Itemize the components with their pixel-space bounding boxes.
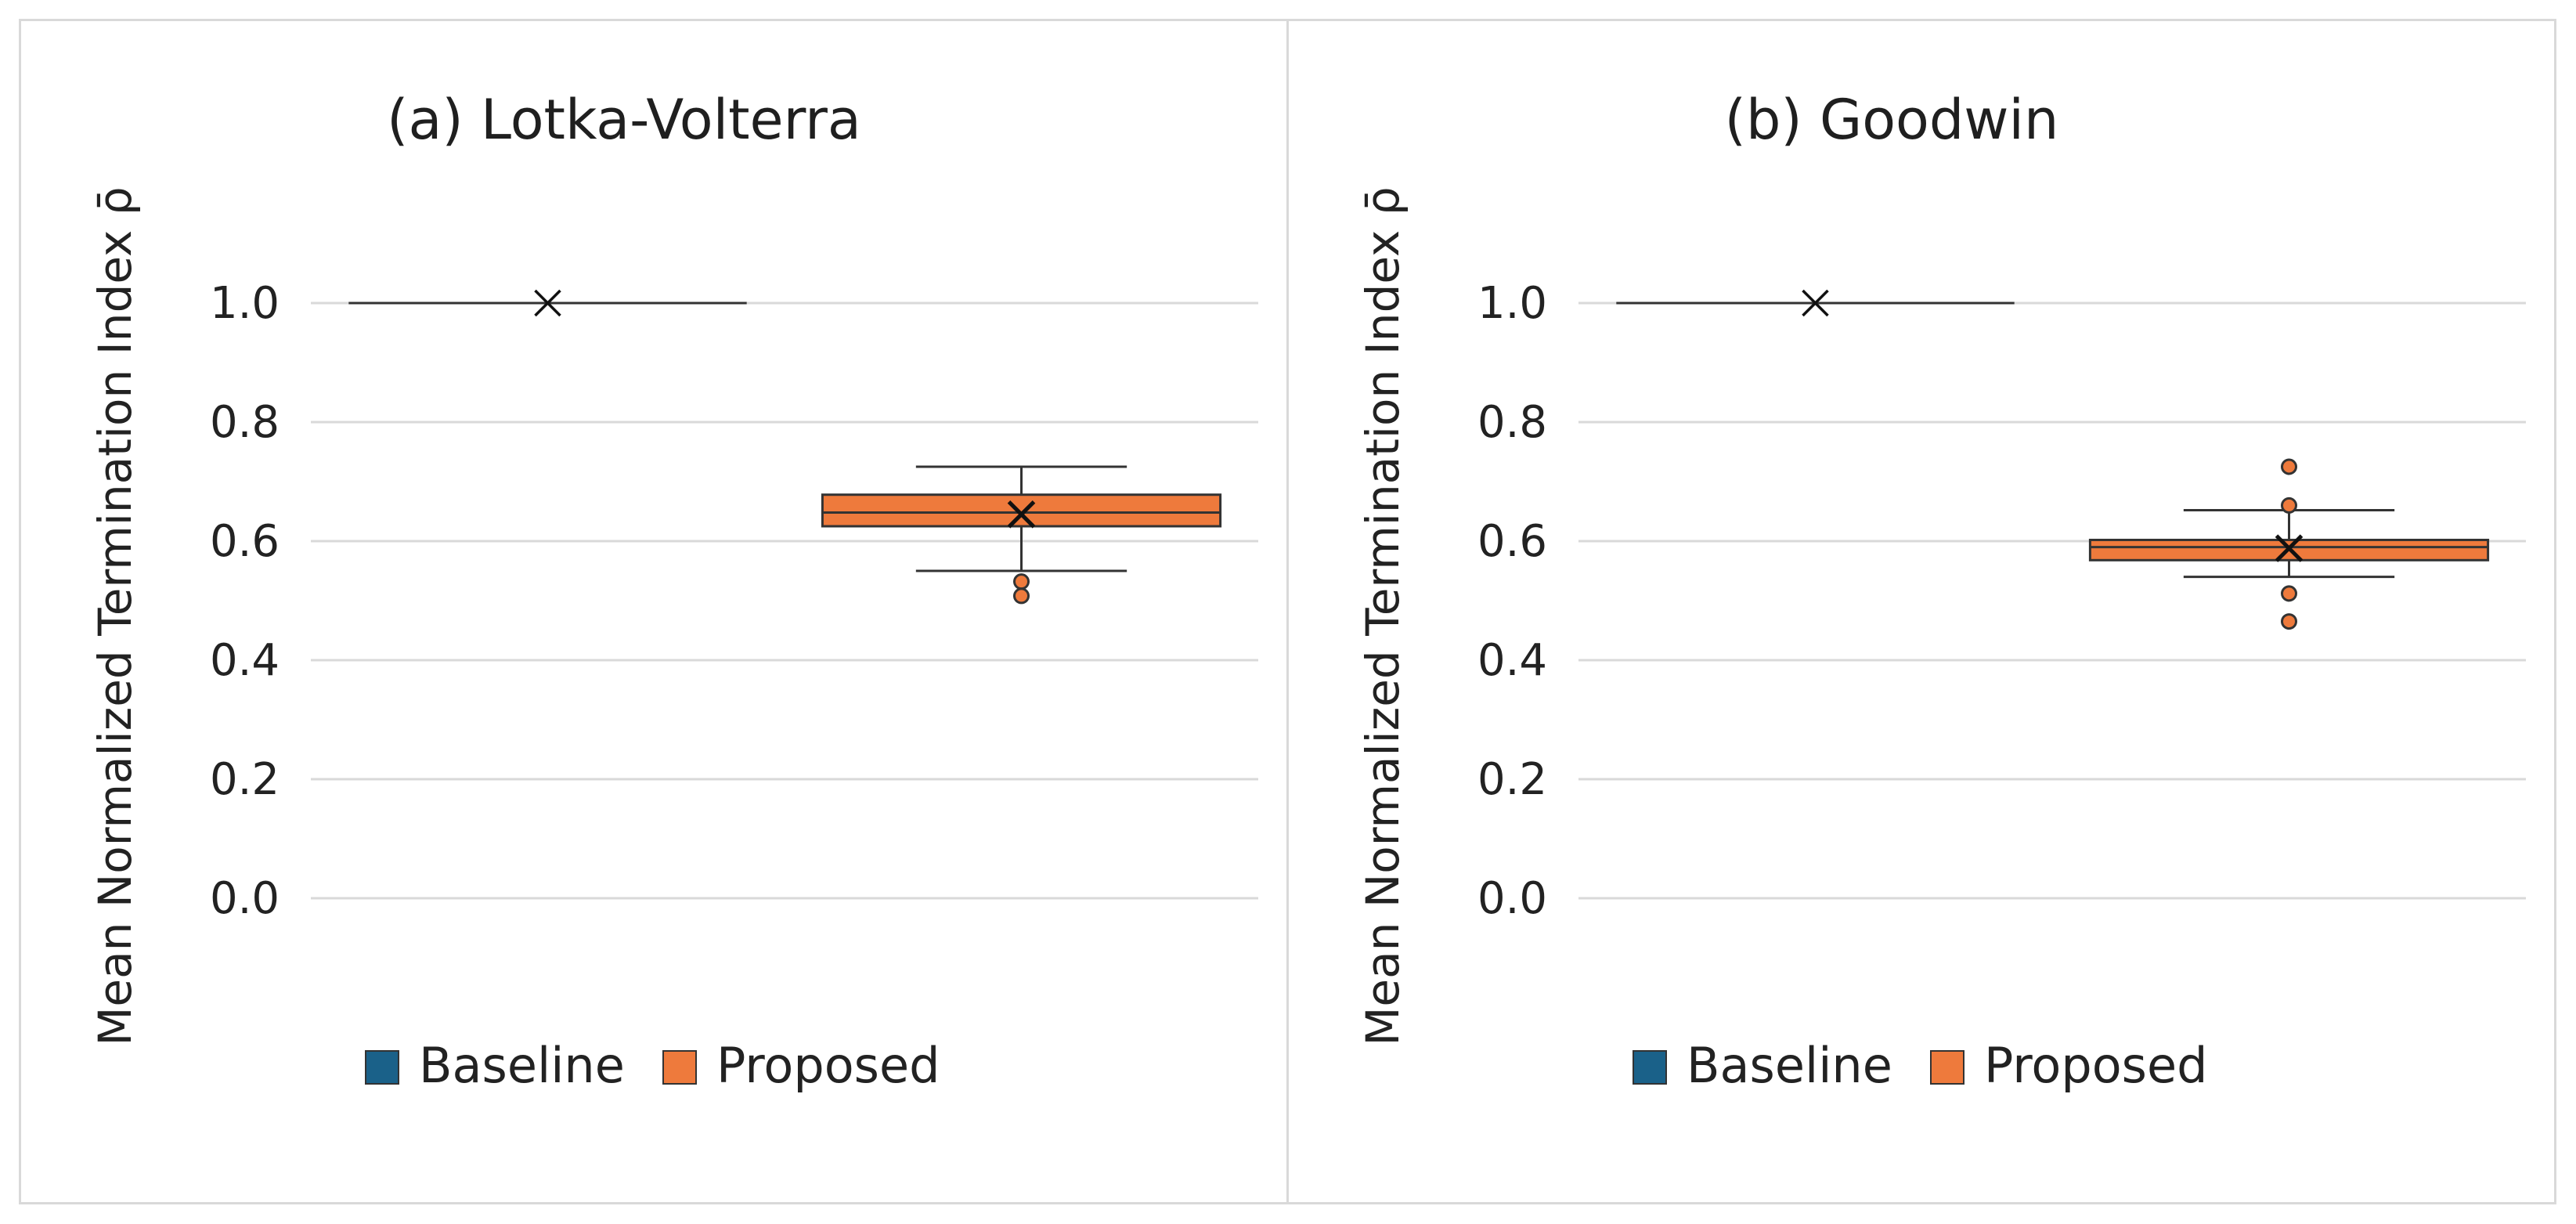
y-tick-label: 0.8 (210, 397, 280, 448)
y-axis-label: Mean Normalized Termination Index ρ̄ (1356, 186, 1409, 1045)
legend-label-baseline: Baseline (1687, 1037, 1892, 1094)
y-tick-label: 0.4 (210, 635, 280, 686)
y-tick-label: 1.0 (210, 278, 280, 329)
y-tick-label: 0.0 (1477, 873, 1547, 924)
chart-svg: (b) Goodwin Mean Normalized Termination I… (1356, 88, 2526, 1094)
y-tick-label: 1.0 (1477, 278, 1547, 329)
y-tick-label: 0.2 (1477, 754, 1547, 805)
box-proposed (821, 493, 1222, 528)
chart-panel-lotka-volterra: (a) Lotka-Volterra Mean Normalized Termin… (19, 19, 1289, 1204)
outlier-point (1013, 587, 1030, 605)
mean-marker (1802, 289, 1829, 317)
legend-swatch-proposed (1930, 1050, 1964, 1085)
outlier-point (2281, 496, 2297, 514)
outlier-point (2281, 613, 2297, 630)
chart-title: (a) Lotka-Volterra (387, 88, 861, 152)
y-tick-label: 0.2 (210, 754, 280, 805)
y-tick-label: 0.6 (1477, 516, 1547, 567)
y-tick-label: 0.8 (1477, 397, 1547, 448)
legend-swatch-baseline (365, 1050, 399, 1085)
outlier-point (2281, 585, 2297, 602)
legend-label-proposed: Proposed (1984, 1037, 2207, 1094)
legend-label-proposed: Proposed (716, 1037, 940, 1094)
legend-swatch-proposed (662, 1050, 697, 1085)
chart-panel-goodwin: (b) Goodwin Mean Normalized Termination I… (1286, 19, 2556, 1204)
y-tick-label: 0.4 (1477, 635, 1547, 686)
y-tick-label: 0.0 (210, 873, 280, 924)
chart-title: (b) Goodwin (1725, 88, 2059, 152)
mean-marker (2275, 534, 2304, 562)
outlier-point (1013, 573, 1030, 590)
mean-marker (534, 289, 561, 317)
mean-marker (1007, 500, 1036, 529)
legend-swatch-baseline (1633, 1050, 1667, 1085)
y-tick-label: 0.6 (210, 516, 280, 567)
outlier-point (2281, 458, 2297, 475)
y-axis-label: Mean Normalized Termination Index ρ̄ (88, 186, 142, 1045)
legend-label-baseline: Baseline (419, 1037, 625, 1094)
chart-svg: (a) Lotka-Volterra Mean Normalized Termin… (88, 88, 1258, 1094)
